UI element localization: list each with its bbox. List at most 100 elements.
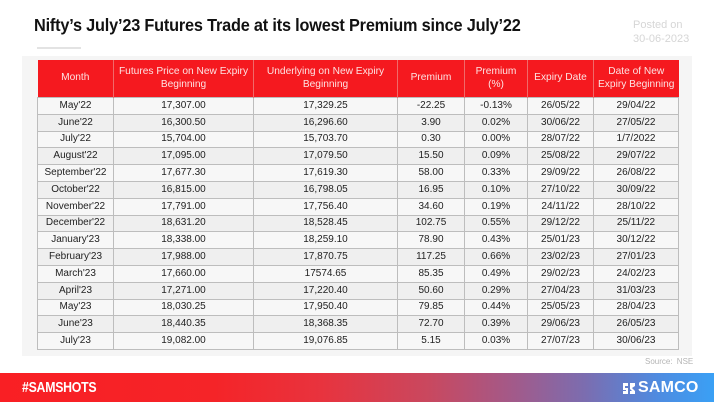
table-cell: 17,677.30 [113,164,254,182]
table-cell: 85.35 [397,264,465,283]
table-cell: November'22 [37,197,114,216]
table-cell: 26/08/22 [593,164,679,182]
column-header-expiry-date: Expiry Date [527,60,594,98]
table-cell: 30/06/22 [527,113,594,132]
table-cell: 18,631.20 [113,214,254,233]
table-cell: June'23 [37,315,114,334]
hashtag-label: #SAMSHOTS [22,379,97,396]
table-row: February'23 17,988.00 17,870.75 117.25 0.66%… [37,248,679,266]
table-cell: May'22 [37,97,114,115]
table-cell: October'22 [37,180,114,199]
column-header-month: Month [37,60,114,98]
table-cell: 34.60 [397,197,465,216]
table-cell: 0.19% [464,197,528,216]
table-cell: 25/01/23 [527,231,594,250]
table-cell: 28/07/22 [527,130,594,149]
table-cell: 17,220.40 [253,281,398,300]
table-cell: 18,338.00 [113,231,254,250]
table-cell: 0.00% [464,130,528,149]
table-cell: 29/12/22 [527,214,594,233]
table-row: October'22 16,815.00 16,798.05 16.95 0.10% 27… [37,180,679,199]
table-cell: 30/12/22 [593,231,679,250]
table-cell: 16.95 [397,180,465,199]
table-cell: April'23 [37,281,114,300]
title-underline [37,47,81,49]
table-row: May'23 18,030.25 17,950.40 79.85 0.44% 25/05/… [37,298,679,317]
source-note: Source: NSE [645,357,694,366]
table-cell: 1/7/2022 [593,130,679,149]
table-cell: 23/02/23 [527,248,594,266]
table-cell: March'23 [37,264,114,283]
table-cell: 117.25 [397,248,465,266]
table-row: January'23 18,338.00 18,259.10 78.90 0.43% 25… [37,231,679,250]
table-cell: 5.15 [397,332,465,350]
table-cell: 0.29% [464,281,528,300]
table-row: May'22 17,307.00 17,329.25 -22.25 -0.13% 26/0… [37,97,679,115]
posted-date-value: 30-06-2023 [633,33,690,45]
table-cell: 78.90 [397,231,465,250]
table-row: December'22 18,631.20 18,528.45 102.75 0.55%… [37,214,679,233]
table-row: March'23 17,660.00 17574.65 85.35 0.49% 29/02… [37,264,679,283]
table-cell: 30/06/23 [593,332,679,350]
table-cell: 17,870.75 [253,248,398,266]
table-cell: 27/07/23 [527,332,594,350]
table-cell: 31/03/23 [593,281,679,300]
table-cell: 0.30 [397,130,465,149]
table-cell: 18,368.35 [253,315,398,334]
table-body: May'22 17,307.00 17,329.25 -22.25 -0.13% 26/0… [37,97,679,350]
table-cell: 30/09/22 [593,180,679,199]
table-cell: 27/05/22 [593,113,679,132]
table-cell: -22.25 [397,97,465,115]
table-cell: 17,988.00 [113,248,254,266]
table-cell: 17,329.25 [253,97,398,115]
table-cell: 0.03% [464,332,528,350]
table-header-row: Month Futures Price on New Expiry Beginn… [37,60,679,98]
table-cell: July'23 [37,332,114,350]
table-cell: 18,440.35 [113,315,254,334]
table-cell: 29/02/23 [527,264,594,283]
table-cell: 16,296.60 [253,113,398,132]
table-cell: December'22 [37,214,114,233]
posted-label: Posted on [633,19,683,31]
table-cell: 17574.65 [253,264,398,283]
table-cell: May'23 [37,298,114,317]
table-cell: 102.75 [397,214,465,233]
column-header-premium-pct: Premium (%) [464,60,528,98]
table-cell: 58.00 [397,164,465,182]
table-cell: 29/09/22 [527,164,594,182]
table-cell: 17,756.40 [253,197,398,216]
table-cell: 24/02/23 [593,264,679,283]
table-cell: 72.70 [397,315,465,334]
table-cell: 18,259.10 [253,231,398,250]
table-cell: 17,095.00 [113,147,254,166]
table-cell: 17,619.30 [253,164,398,182]
table-cell: June'22 [37,113,114,132]
table-cell: 16,798.05 [253,180,398,199]
table-cell: 19,082.00 [113,332,254,350]
table-cell: 29/06/23 [527,315,594,334]
table-cell: 17,950.40 [253,298,398,317]
table-cell: 16,815.00 [113,180,254,199]
page-title: Nifty’s July’23 Futures Trade at its low… [34,15,521,35]
table-cell: 0.55% [464,214,528,233]
table-row: November'22 17,791.00 17,756.40 34.60 0.19% 2… [37,197,679,216]
table-cell: February'23 [37,248,114,266]
table-cell: 18,528.45 [253,214,398,233]
table-row: June'22 16,300.50 16,296.60 3.90 0.02% 30/06/… [37,113,679,132]
table-cell: 27/10/22 [527,180,594,199]
table-cell: 26/05/22 [527,97,594,115]
table-cell: January'23 [37,231,114,250]
table-cell: 50.60 [397,281,465,300]
column-header-new-expiry-date: Date of New Expiry Beginning [593,60,679,98]
table-row: September'22 17,677.30 17,619.30 58.00 0.33%… [37,164,679,182]
table-cell: 19,076.85 [253,332,398,350]
table-cell: 25/11/22 [593,214,679,233]
table-row: April'23 17,271.00 17,220.40 50.60 0.29% 27/0… [37,281,679,300]
table-row: June'23 18,440.35 18,368.35 72.70 0.39% 29/06… [37,315,679,334]
table-cell: 25/05/23 [527,298,594,317]
column-header-underlying: Underlying on New Expiry Beginning [253,60,398,98]
table-cell: 25/08/22 [527,147,594,166]
table-cell: August'22 [37,147,114,166]
table-cell: 16,300.50 [113,113,254,132]
table-cell: 24/11/22 [527,197,594,216]
